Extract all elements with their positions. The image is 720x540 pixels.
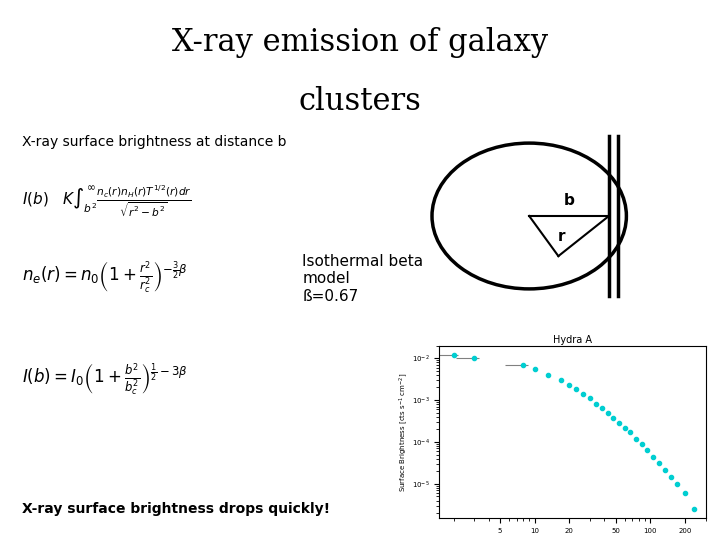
- Text: clusters: clusters: [299, 86, 421, 117]
- Title: Hydra A: Hydra A: [553, 335, 592, 345]
- Y-axis label: Surface Brightness [cts s$^{-1}$ cm$^{-2}$]: Surface Brightness [cts s$^{-1}$ cm$^{-2…: [397, 373, 410, 491]
- Text: $I(b) \quad K \int_{b^2}^{\infty} \frac{n_c(r)n_H(r)T^{1/2}(r)dr}{\sqrt{r^2 - b^: $I(b) \quad K \int_{b^2}^{\infty} \frac{…: [22, 184, 192, 219]
- Text: Isothermal beta
model
ß=0.67: Isothermal beta model ß=0.67: [302, 254, 423, 303]
- Text: X-ray surface brightness at distance b: X-ray surface brightness at distance b: [22, 135, 286, 149]
- Text: b: b: [564, 193, 575, 208]
- Text: $n_e(r) = n_0 \left(1 + \frac{r^2}{r_c^2}\right)^{-\frac{3}{2}\beta}$: $n_e(r) = n_0 \left(1 + \frac{r^2}{r_c^2…: [22, 259, 188, 296]
- Text: X-ray surface brightness drops quickly!: X-ray surface brightness drops quickly!: [22, 502, 330, 516]
- Text: $I(b) = I_0 \left(1 + \frac{b^2}{b_c^2}\right)^{\frac{1}{2}-3\beta}$: $I(b) = I_0 \left(1 + \frac{b^2}{b_c^2}\…: [22, 362, 187, 399]
- Text: X-ray emission of galaxy: X-ray emission of galaxy: [172, 27, 548, 58]
- Text: r: r: [558, 228, 566, 244]
